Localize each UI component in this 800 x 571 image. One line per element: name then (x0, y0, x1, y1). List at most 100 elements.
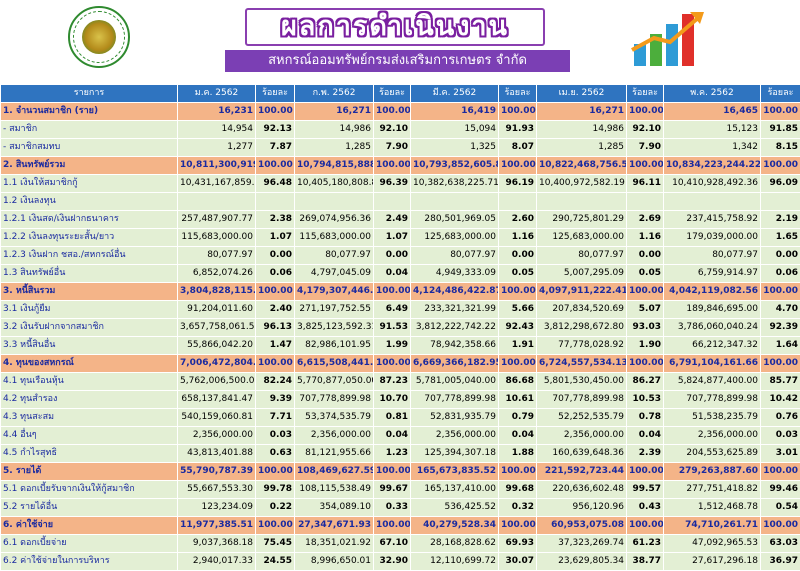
percent-cell: 100.00 (256, 283, 295, 301)
value-cell: 80,077.97 (537, 247, 627, 265)
percent-cell: 0.04 (374, 427, 411, 445)
value-cell: 233,321,321.99 (411, 301, 499, 319)
percent-cell: 0.00 (499, 247, 537, 265)
percent-cell: 3.01 (761, 445, 800, 463)
value-cell: 179,039,000.00 (664, 229, 761, 247)
value-cell: 1,285 (295, 139, 374, 157)
percent-cell (256, 193, 295, 211)
value-cell: 12,110,699.72 (411, 553, 499, 571)
percent-cell: 0.06 (256, 265, 295, 283)
row-label: 4. ทุนของสหกรณ์ (1, 355, 178, 373)
percent-cell: 100.00 (499, 355, 537, 373)
value-cell: 3,657,758,061.57 (178, 319, 256, 337)
value-cell: 2,356,000.00 (537, 427, 627, 445)
value-cell: 5,762,006,500.00 (178, 373, 256, 391)
percent-cell: 100.00 (627, 517, 664, 535)
column-header: ม.ค. 2562 (178, 85, 256, 103)
row-label: 4.1 ทุนเรือนหุ้น (1, 373, 178, 391)
percent-cell: 5.07 (627, 301, 664, 319)
row-label: 4.5 กำไรสุทธิ (1, 445, 178, 463)
percent-cell: 96.09 (761, 175, 800, 193)
table-row: 1.1 เงินให้สมาชิกกู้10,431,167,859.5396.… (1, 175, 800, 193)
row-label: 1.3 สินทรัพย์อื่น (1, 265, 178, 283)
value-cell: 37,323,269.74 (537, 535, 627, 553)
percent-cell: 10.53 (627, 391, 664, 409)
percent-cell: 0.43 (627, 499, 664, 517)
value-cell: 6,724,557,534.13 (537, 355, 627, 373)
value-cell: 956,120.96 (537, 499, 627, 517)
percent-cell: 100.00 (374, 463, 411, 481)
percent-cell: 100.00 (761, 283, 800, 301)
percent-cell: 7.90 (374, 139, 411, 157)
percent-cell: 0.04 (627, 427, 664, 445)
percent-cell: 0.00 (374, 247, 411, 265)
value-cell: 78,942,358.66 (411, 337, 499, 355)
percent-cell: 100.00 (374, 157, 411, 175)
value-cell: 16,271 (537, 103, 627, 121)
percent-cell: 0.06 (761, 265, 800, 283)
column-header: ก.พ. 2562 (295, 85, 374, 103)
value-cell: 204,553,625.89 (664, 445, 761, 463)
column-header: ร้อยละ (499, 85, 537, 103)
value-cell: 257,487,907.77 (178, 211, 256, 229)
percent-cell: 100.00 (256, 355, 295, 373)
percent-cell: 100.00 (627, 463, 664, 481)
value-cell: 123,234.09 (178, 499, 256, 517)
row-label: 5.2 รายได้อื่น (1, 499, 178, 517)
percent-cell: 1.64 (761, 337, 800, 355)
percent-cell: 96.13 (256, 319, 295, 337)
value-cell: 3,786,060,040.24 (664, 319, 761, 337)
percent-cell: 100.00 (374, 517, 411, 535)
percent-cell: 100.00 (627, 157, 664, 175)
percent-cell: 96.39 (374, 175, 411, 193)
percent-cell: 99.46 (761, 481, 800, 499)
value-cell: 74,710,261.71 (664, 517, 761, 535)
value-cell: 53,374,535.79 (295, 409, 374, 427)
percent-cell: 69.93 (499, 535, 537, 553)
percent-cell: 92.43 (499, 319, 537, 337)
column-header: ร้อยละ (374, 85, 411, 103)
value-cell: 2,356,000.00 (411, 427, 499, 445)
value-cell: 2,356,000.00 (295, 427, 374, 445)
value-cell: 6,852,074.26 (178, 265, 256, 283)
percent-cell: 96.11 (627, 175, 664, 193)
value-cell: 4,949,333.09 (411, 265, 499, 283)
percent-cell: 67.10 (374, 535, 411, 553)
percent-cell: 86.27 (627, 373, 664, 391)
percent-cell: 96.19 (499, 175, 537, 193)
value-cell: 6,669,366,182.95 (411, 355, 499, 373)
percent-cell: 82.24 (256, 373, 295, 391)
value-cell: 277,751,418.82 (664, 481, 761, 499)
percent-cell: 7.71 (256, 409, 295, 427)
percent-cell: 32.90 (374, 553, 411, 571)
value-cell (537, 193, 627, 211)
percent-cell: 0.00 (627, 247, 664, 265)
value-cell: 1,277 (178, 139, 256, 157)
percent-cell: 100.00 (499, 517, 537, 535)
value-cell (411, 193, 499, 211)
row-label: 1.2.3 เงินฝาก ชสอ./สหกรณ์อื่น (1, 247, 178, 265)
value-cell: 1,342 (664, 139, 761, 157)
value-cell: 108,115,538.49 (295, 481, 374, 499)
percent-cell: 100.00 (499, 103, 537, 121)
percent-cell: 24.55 (256, 553, 295, 571)
percent-cell: 87.23 (374, 373, 411, 391)
percent-cell: 0.03 (761, 427, 800, 445)
value-cell: 14,954 (178, 121, 256, 139)
value-cell: 2,356,000.00 (664, 427, 761, 445)
percent-cell: 4.70 (761, 301, 800, 319)
column-header: ร้อยละ (627, 85, 664, 103)
row-label: 6. ค่าใช้จ่าย (1, 517, 178, 535)
percent-cell: 0.63 (256, 445, 295, 463)
value-cell: 9,037,368.18 (178, 535, 256, 553)
value-cell: 2,940,017.33 (178, 553, 256, 571)
value-cell: 40,279,528.34 (411, 517, 499, 535)
